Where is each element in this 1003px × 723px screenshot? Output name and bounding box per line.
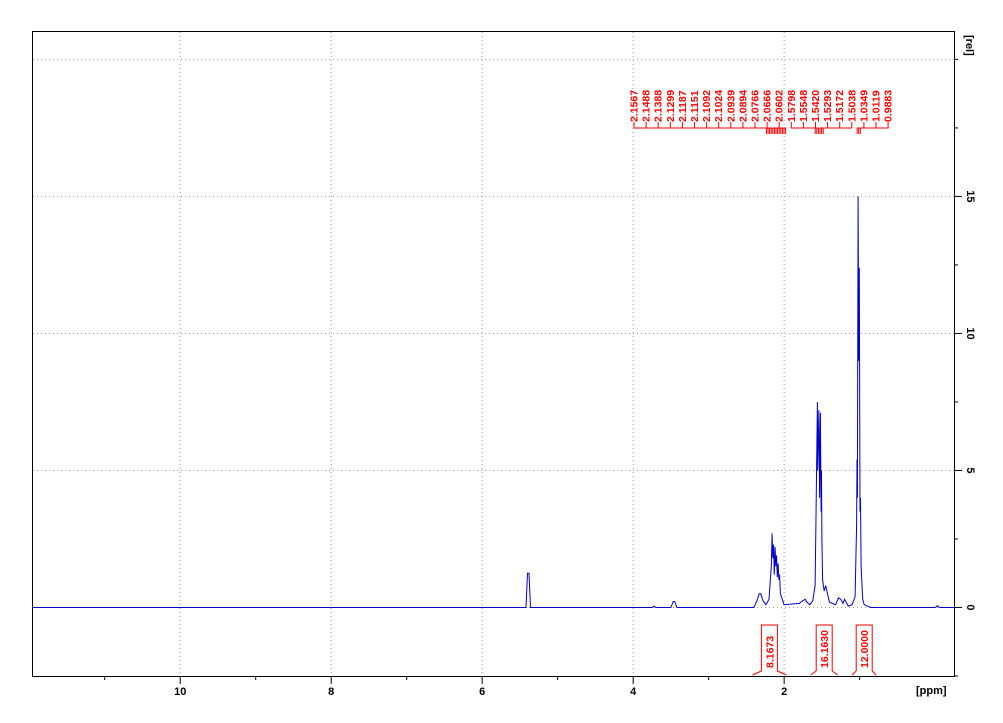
peak-label: 0.9883: [883, 90, 895, 122]
x-tick-label: 8: [328, 686, 334, 698]
integral-label: 12.0000: [859, 630, 871, 668]
peak-label: 2.1151: [689, 90, 701, 122]
peak-label: 2.0894: [737, 90, 749, 122]
integral-bracket: [851, 624, 877, 676]
spectrum-line: [33, 196, 954, 608]
peak-label: 2.1092: [701, 90, 713, 122]
peak-connector-line: [815, 122, 819, 134]
peak-label: 1.5172: [834, 90, 846, 122]
x-tick-label: 2: [781, 686, 787, 698]
peak-label: 1.5798: [786, 90, 798, 122]
integral-bracket: [810, 624, 838, 676]
x-axis-unit-label: [ppm]: [916, 685, 947, 697]
peak-label: 2.0666: [762, 90, 774, 122]
y-axis: 0 5 10 15: [954, 58, 976, 677]
y-axis-unit-label: [rel]: [963, 35, 975, 56]
peak-label: 1.0349: [858, 90, 870, 122]
integral-label: 8.1673: [764, 636, 776, 668]
peak-connector-line: [778, 122, 787, 134]
peak-label: 1.5038: [846, 90, 858, 122]
integral-label: 16.1630: [819, 630, 831, 668]
peak-annotations: 2.1567 2.1488 2.1388 2.1299 2.1187 2.1151 2.10…: [629, 90, 895, 134]
x-tick-label: 4: [630, 686, 637, 698]
peak-label: 2.0602: [774, 90, 786, 122]
plot-frame: [32, 31, 955, 677]
integral-annotations: 8.1673 16.1630 12.0000: [752, 624, 877, 676]
peak-label: 1.5548: [798, 90, 810, 122]
x-axis: 10 8 6 4 2: [104, 676, 861, 698]
x-tick-label: 10: [174, 686, 186, 698]
peak-connector-line: [802, 122, 818, 134]
peak-connector-line: [766, 122, 785, 134]
integral-bracket: [752, 624, 787, 676]
y-tick-label: 10: [964, 327, 976, 339]
peak-label: 2.1488: [641, 90, 653, 122]
peak-label: 2.1024: [713, 90, 725, 122]
y-tick-label: 0: [964, 604, 976, 610]
y-tick-label: 15: [964, 190, 976, 202]
peak-label: 2.0766: [750, 90, 762, 122]
peak-connector-line: [859, 122, 889, 134]
peak-label: 1.5293: [822, 90, 834, 122]
peak-label: 2.1567: [629, 90, 641, 122]
peak-label: 2.1388: [653, 90, 665, 122]
peak-label: 2.0939: [725, 90, 737, 122]
peak-connector-line: [822, 122, 853, 134]
peak-label: 2.1187: [677, 90, 689, 122]
peak-label: 1.0119: [871, 90, 883, 122]
peak-label: 2.1299: [665, 90, 677, 122]
x-tick-label: 6: [479, 686, 485, 698]
y-tick-label: 5: [964, 467, 976, 473]
peak-label: 1.5420: [810, 90, 822, 122]
